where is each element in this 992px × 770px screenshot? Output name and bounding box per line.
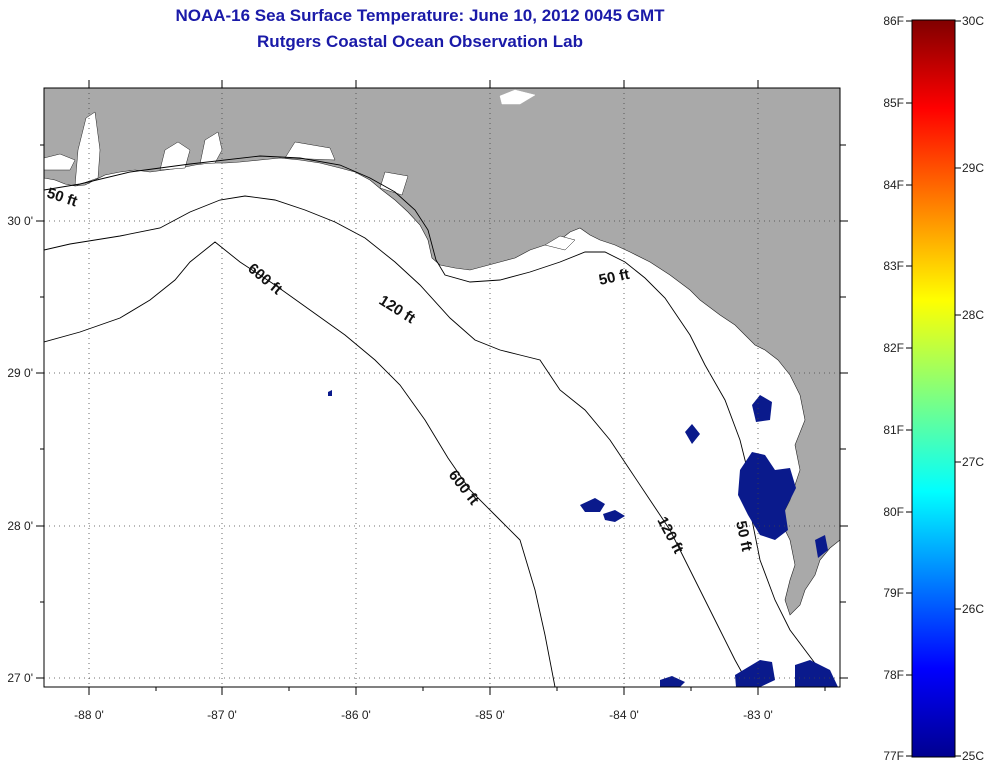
colorbar-f-label: 79F <box>883 586 904 600</box>
colorbar-f-label: 80F <box>883 505 904 519</box>
colorbar-c-label: 30C <box>962 14 984 28</box>
colorbar-c-label: 25C <box>962 749 984 763</box>
tick-marks <box>36 80 848 695</box>
colorbar-f-label: 78F <box>883 668 904 682</box>
contour-label-50ft: 50 ft <box>732 519 755 553</box>
sst-patches <box>328 390 838 687</box>
lat-label: 29 0' <box>7 366 33 380</box>
contour-120ft <box>44 195 751 687</box>
colorbar-f-label: 86F <box>883 14 904 28</box>
color-bar: 86F 85F 84F 83F 82F 81F 80F 79F 78F 77F … <box>883 14 984 763</box>
lon-label: -87 0' <box>207 708 237 722</box>
colorbar-c-label: 28C <box>962 308 984 322</box>
colorbar-c-label: 27C <box>962 455 984 469</box>
lon-label: -83 0' <box>743 708 773 722</box>
lon-label: -84 0' <box>609 708 639 722</box>
contour-label-50ft: 50 ft <box>597 266 631 289</box>
lon-label: -85 0' <box>475 708 505 722</box>
map-frame: -88 0' -87 0' -86 0' -85 0' -84 0' -83 0… <box>7 80 848 722</box>
lon-label: -88 0' <box>74 708 104 722</box>
map-title: NOAA-16 Sea Surface Temperature: June 10… <box>175 6 665 25</box>
colorbar-f-label: 81F <box>883 423 904 437</box>
lat-label: 27 0' <box>7 671 33 685</box>
colorbar-f-label: 83F <box>883 259 904 273</box>
colorbar-f-label: 85F <box>883 96 904 110</box>
lat-label: 28 0' <box>7 519 33 533</box>
colorbar-f-label: 82F <box>883 341 904 355</box>
map-subtitle: Rutgers Coastal Ocean Observation Lab <box>257 32 583 51</box>
contour-50ft <box>44 155 836 687</box>
lon-label: -86 0' <box>341 708 371 722</box>
colorbar-c-label: 29C <box>962 161 984 175</box>
lat-label: 30 0' <box>7 214 33 228</box>
contour-600ft <box>44 241 556 687</box>
colorbar-f-label: 77F <box>883 749 904 763</box>
colorbar-f-label: 84F <box>883 178 904 192</box>
colorbar-c-label: 26C <box>962 602 984 616</box>
